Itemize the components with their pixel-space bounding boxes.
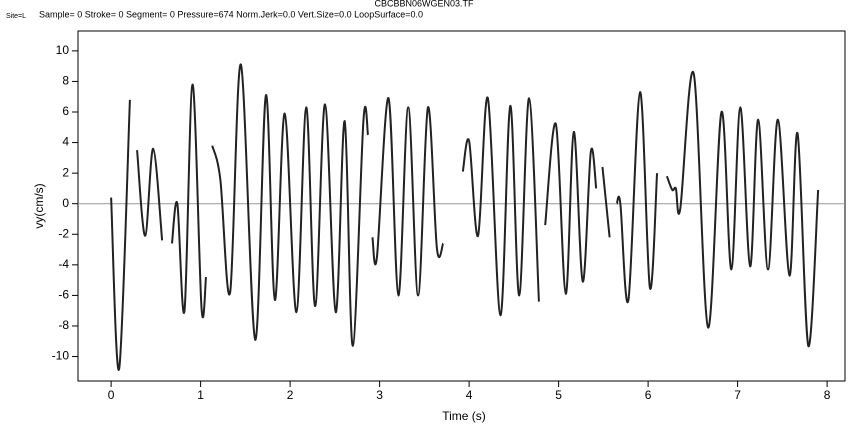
plot-frame [77, 30, 846, 382]
y-tick-label: 6 [62, 104, 69, 118]
y-tick-label: -2 [58, 226, 69, 240]
data-line [110, 63, 820, 371]
y-tick-label: 2 [62, 165, 69, 179]
y-tick-label: 8 [62, 74, 69, 88]
x-tick-label: 2 [287, 388, 294, 402]
y-tick-label: 10 [56, 43, 70, 57]
x-tick-label: 3 [376, 388, 383, 402]
site-label: Site=L [6, 13, 26, 20]
y-tick-label: -8 [58, 318, 69, 332]
x-tick-label: 0 [108, 388, 115, 402]
y-tick-label: -4 [58, 257, 69, 271]
x-tick-label: 4 [466, 388, 473, 402]
x-axis-label: Time (s) [442, 409, 486, 423]
y-axis-label: vy(cm/s) [32, 183, 46, 228]
y-tick-label: -6 [58, 288, 69, 302]
subtitle: Sample= 0 Stroke= 0 Segment= 0 Pressure=… [39, 9, 423, 19]
x-tick-label: 5 [555, 388, 562, 402]
x-tick-label: 6 [645, 388, 652, 402]
x-tick-label: 8 [824, 388, 831, 402]
chart-title: CBCBBN06WGEN03.TF [374, 0, 474, 8]
y-tick-label: 4 [62, 135, 69, 149]
x-tick-label: 1 [197, 388, 204, 402]
y-tick-label: -10 [52, 349, 70, 363]
y-tick-label: 0 [62, 196, 69, 210]
x-tick-label: 7 [734, 388, 741, 402]
